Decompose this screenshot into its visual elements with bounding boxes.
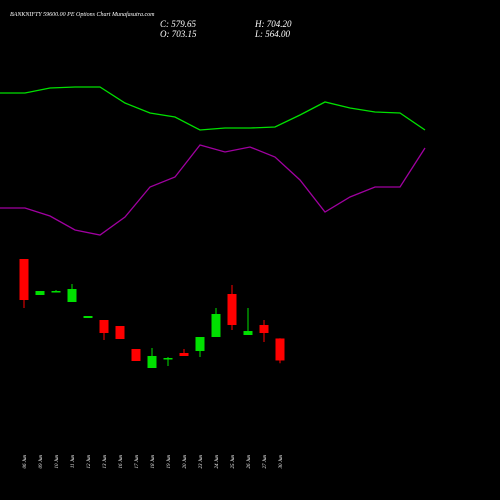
candle-body (195, 337, 205, 352)
low-label: L: 564.00 (254, 29, 291, 39)
candle-body (51, 291, 61, 293)
x-tick-label: 12 Jun (87, 455, 92, 469)
x-tick-label: 09 Jun (39, 455, 44, 469)
x-tick-label: 25 Jun (231, 455, 236, 469)
candle-body (115, 326, 125, 340)
x-tick-label: 11 Jun (71, 455, 76, 469)
candle-body (147, 355, 157, 368)
candle-body (19, 259, 29, 301)
x-tick-label: 24 Jun (215, 455, 220, 469)
candle-body (83, 315, 93, 319)
indicator-line (0, 86, 426, 131)
candle-body (243, 331, 253, 335)
x-tick-label: 27 Jun (263, 455, 268, 469)
x-tick-label: 13 Jun (103, 455, 108, 469)
candle-body (163, 358, 173, 360)
candle-body (275, 338, 285, 361)
high-label: H: 704.20 (254, 19, 292, 29)
x-tick-label: 26 Jun (247, 455, 252, 469)
x-tick-label: 30 Jun (279, 455, 284, 469)
candle-body (179, 353, 189, 356)
chart-title: BANKNIFTY 59600.00 PE Options Chart Muna… (10, 11, 155, 18)
candle-body (259, 325, 269, 334)
candle-body (35, 291, 45, 296)
x-tick-label: 23 Jun (199, 455, 204, 469)
indicator-line (0, 144, 426, 236)
close-label: C: 579.65 (160, 19, 197, 29)
candle-body (211, 314, 221, 338)
x-tick-label: 10 Jun (55, 455, 60, 469)
x-tick-label: 06 Jun (23, 455, 28, 469)
candle-body (131, 348, 141, 361)
candle-body (67, 289, 77, 302)
x-tick-label: 19 Jun (167, 455, 172, 469)
x-tick-label: 18 Jun (151, 455, 156, 469)
candle-body (99, 320, 109, 334)
x-tick-label: 16 Jun (119, 455, 124, 469)
x-tick-label: 20 Jun (183, 455, 188, 469)
candle-body (227, 294, 237, 326)
open-label: O: 703.15 (160, 29, 197, 39)
x-tick-label: 17 Jun (135, 455, 140, 469)
